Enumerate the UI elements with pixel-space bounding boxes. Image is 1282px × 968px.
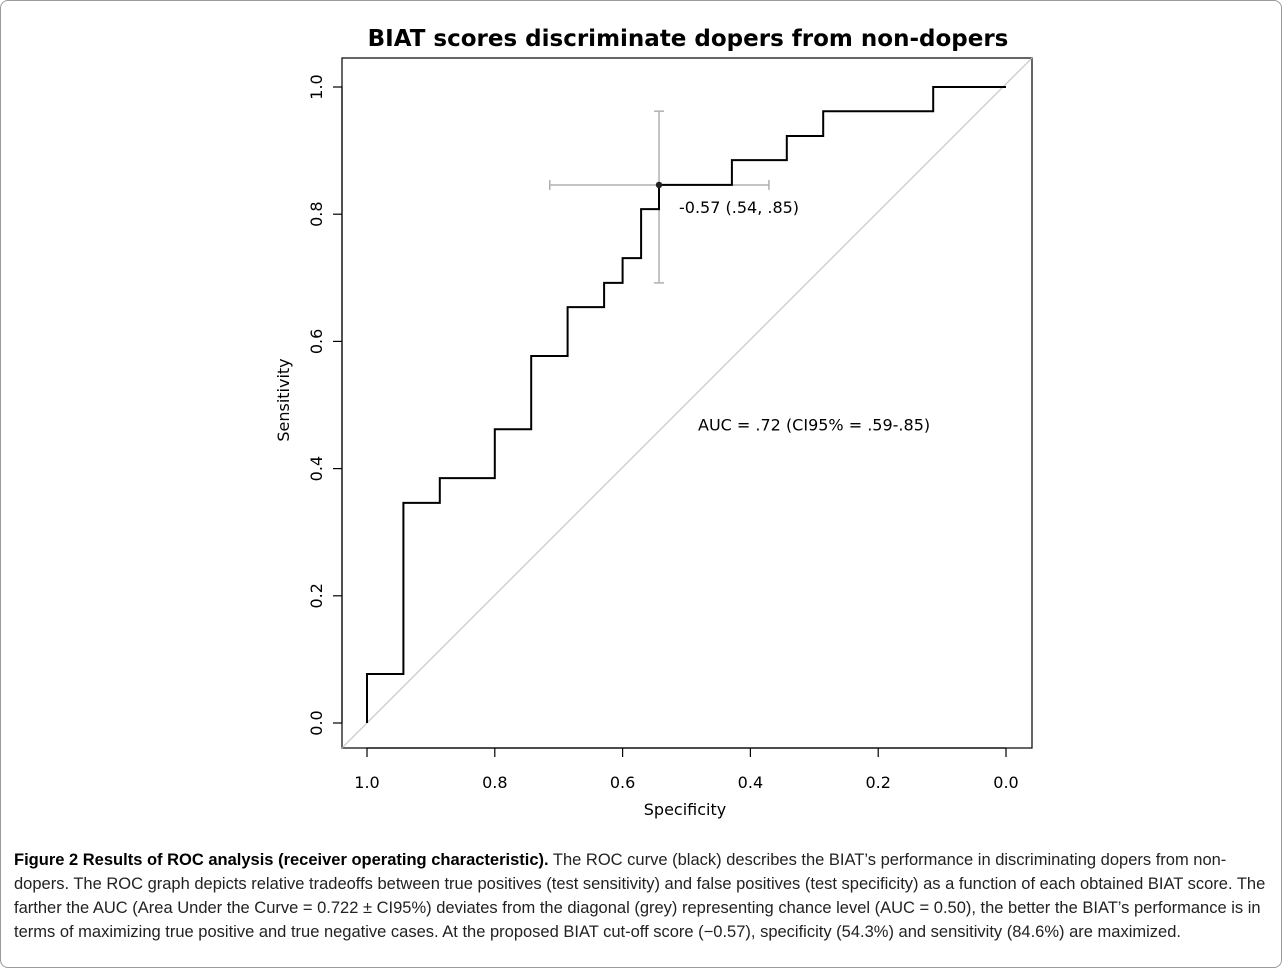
caption-title: Figure 2 Results of ROC analysis (receiv… [14, 851, 549, 869]
y-tick-label: 0.8 [307, 201, 326, 226]
chance-diagonal [341, 57, 1033, 749]
x-tick-label: 0.2 [865, 773, 890, 792]
y-axis-label: Sensitivity [274, 358, 293, 441]
x-axis: 1.0 0.8 0.6 0.4 0.2 0.0 [354, 747, 1019, 792]
roc-chart: BIAT scores discriminate dopers from non… [274, 26, 1033, 819]
x-tick-label: 0.0 [993, 773, 1018, 792]
roc-curve [366, 86, 1006, 723]
caption-text: The ROC curve (black) describes the BIAT… [14, 851, 1266, 941]
threshold-label: -0.57 (.54, .85) [679, 198, 799, 217]
threshold-point [655, 181, 663, 189]
x-axis-label: Specificity [644, 800, 726, 819]
y-axis: 0.0 0.2 0.4 0.6 0.8 1.0 [307, 74, 343, 736]
x-tick-label: 0.4 [738, 773, 763, 792]
y-tick-label: 0.6 [307, 329, 326, 354]
y-tick-label: 0.4 [307, 456, 326, 481]
x-tick-label: 1.0 [354, 773, 379, 792]
y-tick-label: 0.0 [307, 710, 326, 735]
auc-annotation: AUC = .72 (CI95% = .59-.85) [698, 415, 930, 434]
y-tick-label: 1.0 [307, 74, 326, 99]
x-tick-label: 0.6 [610, 773, 635, 792]
x-tick-label: 0.8 [482, 773, 507, 792]
figure-caption: Figure 2 Results of ROC analysis (receiv… [14, 848, 1268, 944]
y-tick-label: 0.2 [307, 583, 326, 608]
chart-title: BIAT scores discriminate dopers from non… [368, 26, 1009, 52]
